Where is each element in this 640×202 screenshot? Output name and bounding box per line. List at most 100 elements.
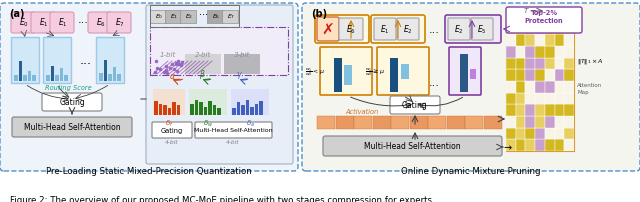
Bar	[224, 55, 260, 75]
Text: →: →	[503, 142, 511, 152]
Text: $E_0$: $E_0$	[19, 17, 29, 29]
Bar	[555, 140, 564, 151]
Point	[177, 61, 188, 65]
Text: $E_7$: $E_7$	[227, 13, 235, 21]
Bar	[535, 35, 545, 47]
FancyBboxPatch shape	[506, 8, 582, 34]
FancyBboxPatch shape	[150, 28, 288, 76]
Bar	[506, 128, 516, 140]
Bar	[154, 101, 157, 115]
Bar	[506, 12, 516, 24]
Bar	[535, 12, 545, 24]
Bar	[555, 24, 564, 35]
Text: $E_2$: $E_2$	[185, 13, 193, 21]
Text: $\frac{w_1}{w_0} \geq \mu$: $\frac{w_1}{w_0} \geq \mu$	[365, 66, 385, 78]
Bar	[516, 140, 525, 151]
Bar	[564, 47, 574, 58]
Bar	[428, 116, 446, 129]
Text: Multi-Head Self-Attention: Multi-Head Self-Attention	[194, 128, 272, 133]
FancyBboxPatch shape	[31, 13, 55, 34]
Bar	[545, 105, 555, 116]
Bar	[564, 128, 574, 140]
Bar	[117, 75, 120, 82]
Bar	[250, 107, 253, 115]
Bar	[410, 116, 428, 129]
Bar	[535, 93, 545, 105]
Bar	[255, 104, 258, 115]
Bar	[237, 103, 240, 115]
Bar	[19, 62, 22, 82]
Bar	[506, 105, 516, 116]
Point	[161, 73, 172, 76]
FancyBboxPatch shape	[96, 38, 124, 84]
Bar	[506, 93, 516, 105]
Text: 3-bit: 3-bit	[234, 52, 250, 58]
Bar	[564, 24, 574, 35]
FancyBboxPatch shape	[390, 97, 440, 115]
Bar	[401, 65, 409, 80]
Text: $E_1$: $E_1$	[39, 17, 49, 29]
Point	[171, 63, 181, 66]
Bar	[231, 89, 269, 115]
Bar	[545, 82, 555, 93]
Bar	[55, 76, 58, 82]
Bar	[344, 66, 352, 86]
Text: $E_1$: $E_1$	[380, 24, 390, 36]
Bar	[28, 72, 31, 82]
FancyBboxPatch shape	[377, 48, 429, 96]
FancyBboxPatch shape	[42, 94, 102, 112]
Point	[161, 69, 172, 72]
Text: 2-bit: 2-bit	[195, 52, 211, 58]
FancyBboxPatch shape	[471, 19, 493, 41]
Bar	[555, 35, 564, 47]
Text: $E_6$: $E_6$	[346, 24, 356, 36]
Point	[167, 63, 177, 67]
Bar	[506, 12, 574, 151]
FancyBboxPatch shape	[43, 38, 71, 84]
Text: Figure 2: The overview of our proposed MC-MoE pipeline with two stages compressi: Figure 2: The overview of our proposed M…	[10, 195, 432, 202]
Bar	[177, 105, 180, 115]
Bar	[525, 24, 535, 35]
Bar	[525, 70, 535, 82]
Text: 4-bit: 4-bit	[165, 139, 179, 144]
Bar	[535, 82, 545, 93]
Bar	[189, 89, 227, 115]
Text: $\beta$: $\beta$	[198, 68, 205, 81]
Bar	[465, 116, 483, 129]
Bar	[535, 70, 545, 82]
FancyBboxPatch shape	[50, 13, 74, 34]
Point	[173, 60, 183, 64]
Bar	[525, 128, 535, 140]
Text: Gating: Gating	[59, 98, 85, 107]
Text: $E_2$: $E_2$	[403, 24, 413, 36]
Bar	[185, 55, 221, 75]
Bar	[564, 58, 574, 70]
Bar	[545, 70, 555, 82]
Bar	[51, 66, 54, 82]
Bar	[564, 12, 574, 24]
FancyBboxPatch shape	[320, 48, 372, 96]
Point	[171, 62, 181, 65]
Text: 1-bit: 1-bit	[160, 52, 176, 58]
Text: Top-2%
Protection: Top-2% Protection	[525, 10, 563, 24]
Bar	[564, 140, 574, 151]
Text: (b): (b)	[311, 9, 327, 19]
Bar	[516, 105, 525, 116]
Text: Routing Score: Routing Score	[45, 84, 92, 91]
Bar	[545, 116, 555, 128]
Bar	[516, 58, 525, 70]
Bar	[168, 108, 171, 115]
Bar	[32, 76, 35, 82]
Bar	[241, 106, 244, 115]
Bar	[172, 103, 175, 115]
Bar	[208, 101, 211, 115]
Bar	[108, 75, 111, 82]
Bar	[23, 76, 26, 82]
Bar	[545, 58, 555, 70]
Bar	[334, 59, 342, 93]
Text: Gating: Gating	[161, 127, 183, 133]
Bar	[545, 140, 555, 151]
Bar	[159, 104, 162, 115]
Bar	[153, 89, 185, 115]
Bar	[525, 105, 535, 116]
